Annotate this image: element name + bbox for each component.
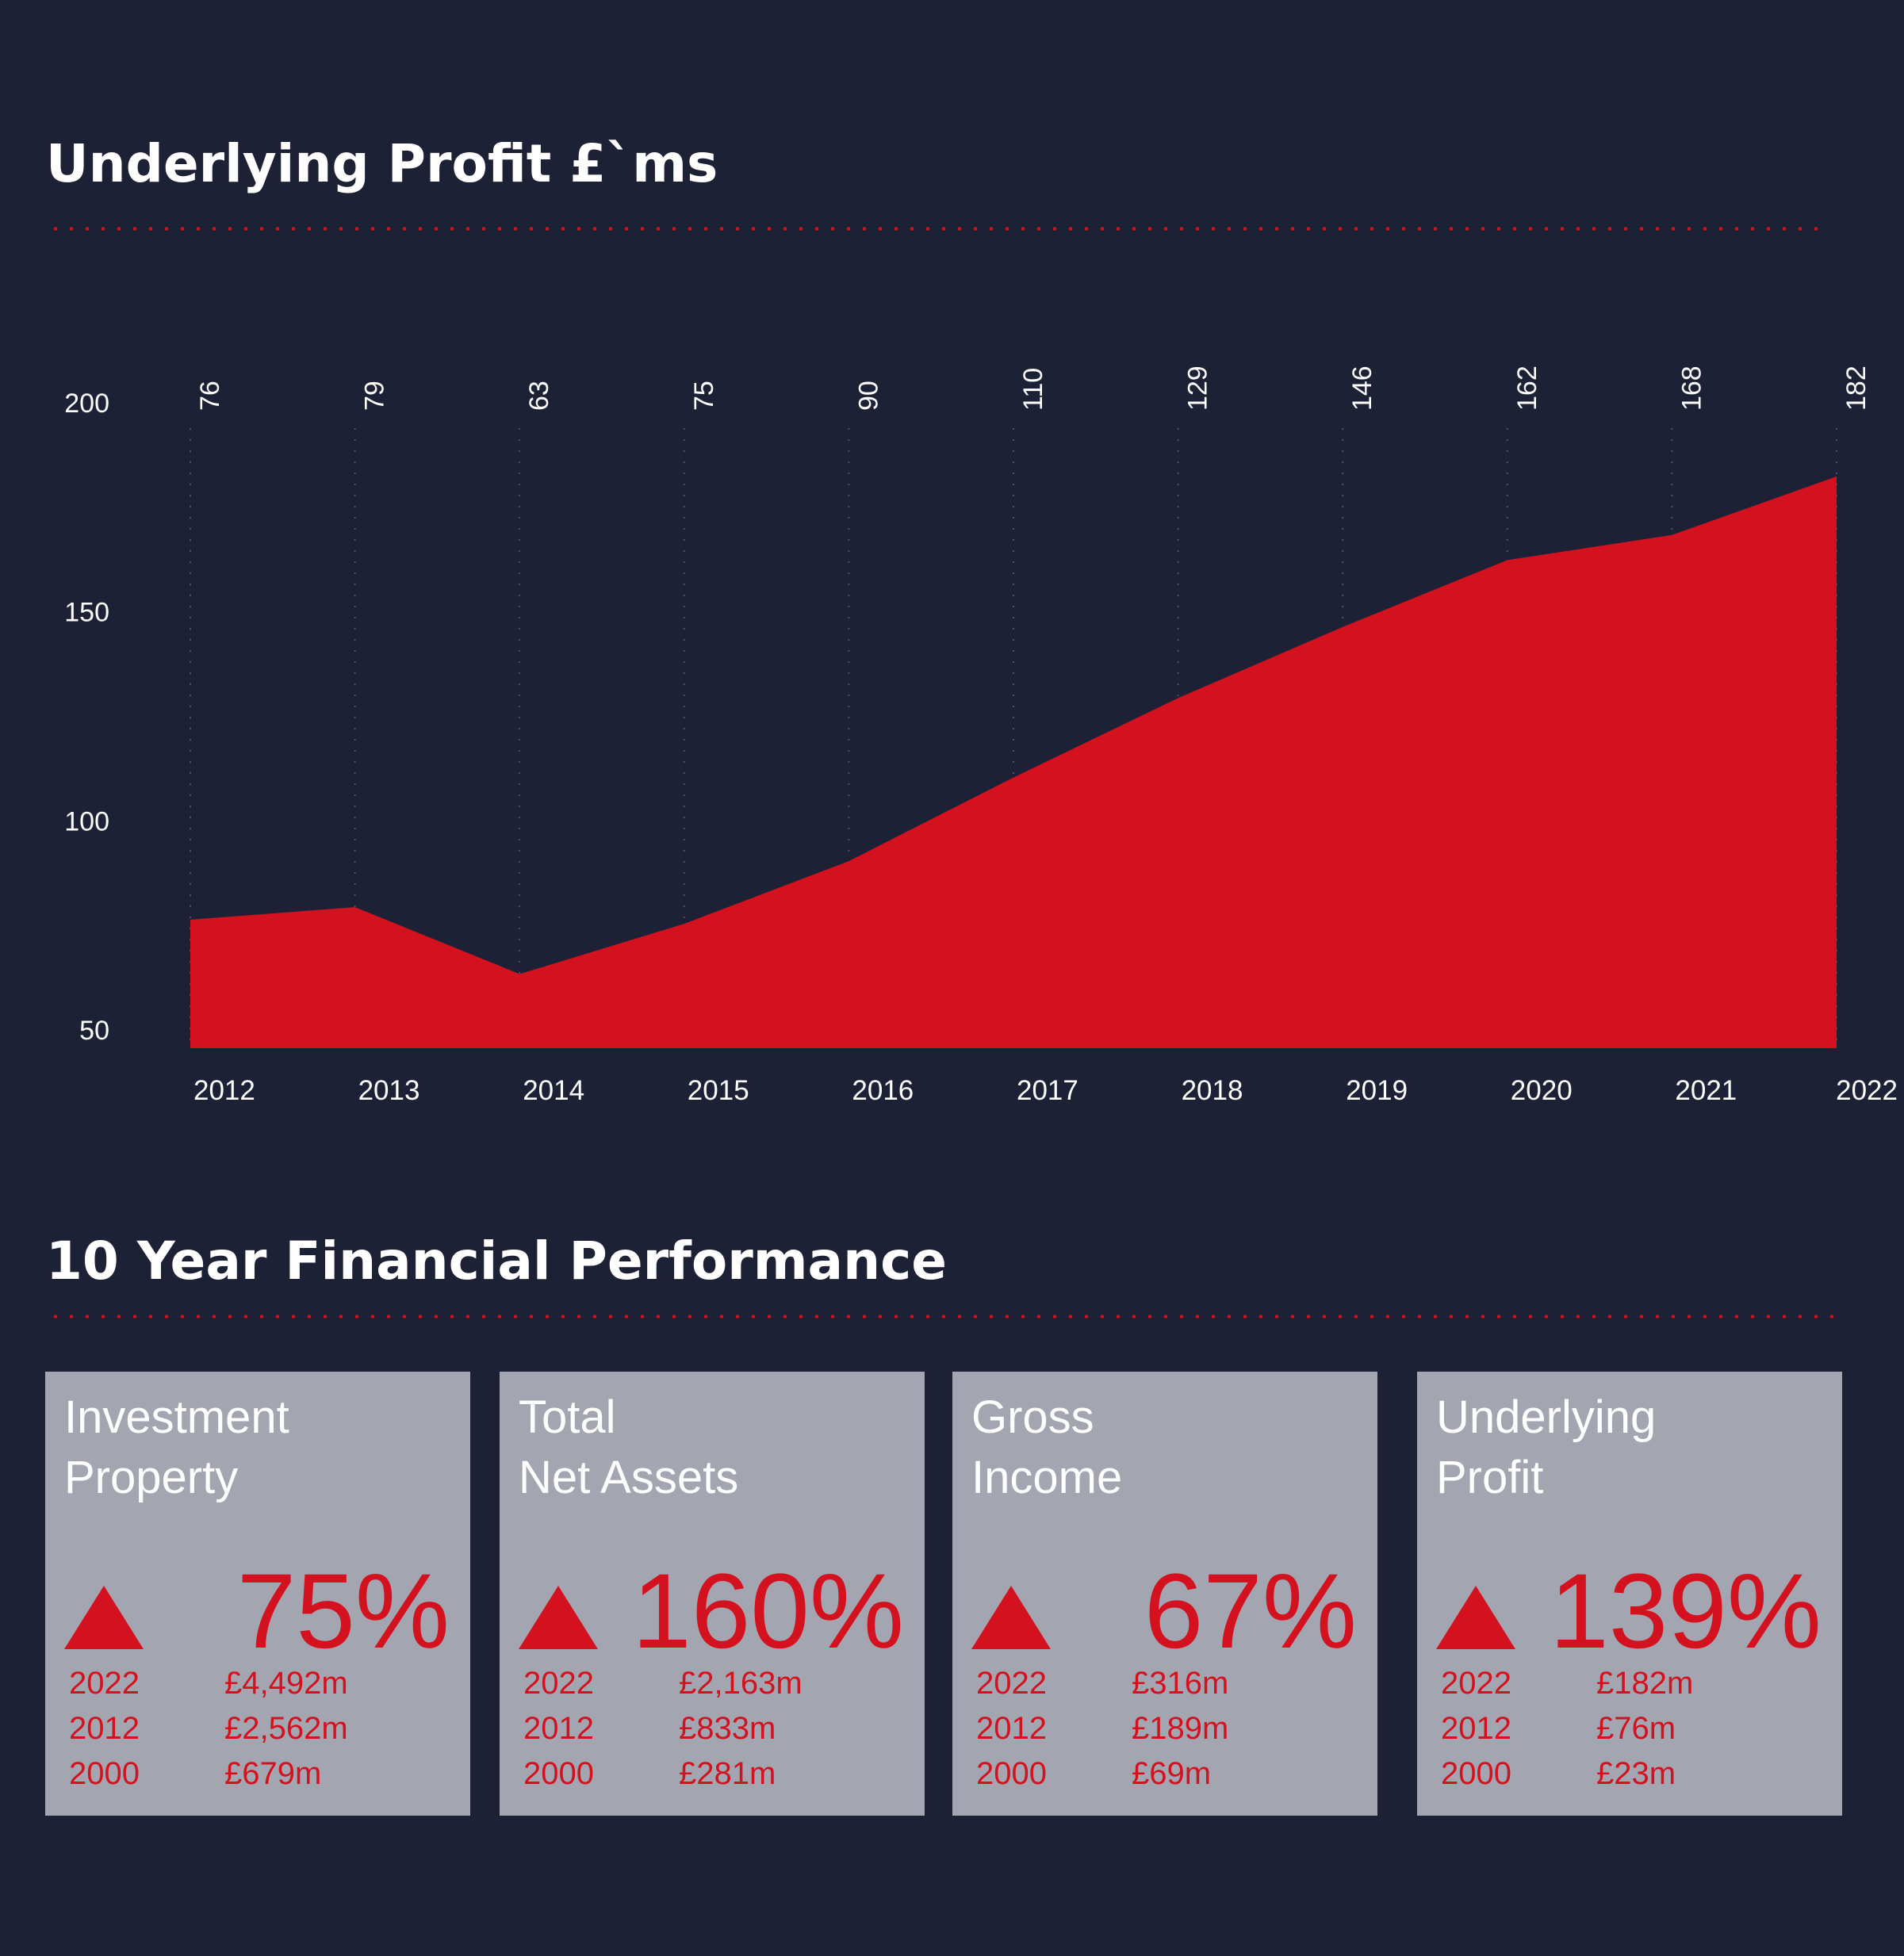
kpi-card-total-net-assets: Total Net Assets 160% 2022 £2,163m 2012 £8… bbox=[500, 1372, 925, 1816]
y-axis-ticks: 200 150 100 50 bbox=[64, 389, 109, 1046]
y-tick-label: 50 bbox=[79, 1016, 109, 1046]
kpi-row: 2000 £679m bbox=[69, 1756, 322, 1791]
kpi-row: 2012 £189m bbox=[976, 1711, 1229, 1746]
y-tick-label: 100 bbox=[64, 806, 109, 836]
title-divider bbox=[48, 227, 1824, 231]
x-tick-label: 2020 bbox=[1511, 1075, 1573, 1106]
underlying-profit-chart: 200 150 100 50 2012 2013 2014 2015 2016 2017 2018… bbox=[64, 366, 1898, 1106]
kpi-change: 139% bbox=[1550, 1552, 1822, 1671]
kpi-change: 160% bbox=[632, 1552, 904, 1671]
up-triangle-icon bbox=[1436, 1586, 1515, 1649]
kpi-title: Gross Income bbox=[971, 1391, 1123, 1503]
kpi-rows: 2022 £316m 2012 £189m 2000 £69m bbox=[976, 1661, 1228, 1797]
x-tick-label: 2012 bbox=[193, 1075, 255, 1106]
data-label: 182 bbox=[1841, 366, 1871, 411]
kpi-row: 2012 £2,562m bbox=[69, 1711, 348, 1746]
performance-title: 10 Year Financial Performance bbox=[46, 1231, 947, 1292]
up-triangle-icon bbox=[971, 1586, 1051, 1649]
kpi-row: 2022 £4,492m bbox=[69, 1666, 348, 1701]
up-triangle-icon bbox=[519, 1586, 598, 1649]
kpi-card-underlying-profit: Underlying Profit 139% 2022 £182m 2012 £76… bbox=[1417, 1372, 1842, 1816]
data-label: 76 bbox=[195, 381, 225, 411]
x-tick-label: 2013 bbox=[358, 1075, 420, 1106]
kpi-row: 2000 £69m bbox=[976, 1756, 1212, 1791]
data-labels: 76 79 63 75 90 110 129 146 162 168 182 bbox=[195, 366, 1871, 411]
kpi-row: 2022 £2,163m bbox=[523, 1666, 803, 1701]
kpi-rows: 2022 £182m 2012 £76m 2000 £23m bbox=[1441, 1661, 1693, 1797]
kpi-change: 75% bbox=[236, 1552, 450, 1671]
y-tick-label: 150 bbox=[64, 598, 109, 628]
x-axis-ticks: 2012 2013 2014 2015 2016 2017 2018 2019 2020 2021… bbox=[193, 1075, 1898, 1106]
performance-divider bbox=[48, 1315, 1845, 1319]
kpi-row: 2022 £316m bbox=[976, 1666, 1229, 1701]
kpi-row: 2000 £281m bbox=[523, 1756, 776, 1791]
x-tick-label: 2014 bbox=[523, 1075, 584, 1106]
kpi-change: 67% bbox=[1144, 1552, 1357, 1671]
profit-area bbox=[190, 476, 1837, 1048]
data-label: 168 bbox=[1676, 366, 1707, 411]
x-tick-label: 2021 bbox=[1675, 1075, 1737, 1106]
kpi-rows: 2022 £2,163m 2012 £833m 2000 £281m bbox=[523, 1661, 803, 1797]
kpi-title: Total Net Assets bbox=[519, 1391, 739, 1503]
data-label: 79 bbox=[360, 381, 390, 411]
data-label: 90 bbox=[853, 381, 883, 411]
chart-title: Underlying Profit £`ms bbox=[46, 133, 718, 194]
x-tick-label: 2022 bbox=[1836, 1075, 1898, 1106]
kpi-row: 2000 £23m bbox=[1441, 1756, 1676, 1791]
kpi-rows: 2022 £4,492m 2012 £2,562m 2000 £679m bbox=[69, 1661, 348, 1797]
kpi-title: Underlying Profit bbox=[1436, 1391, 1657, 1503]
data-label: 63 bbox=[524, 381, 554, 411]
data-label: 75 bbox=[689, 381, 719, 411]
data-label: 110 bbox=[1018, 368, 1048, 411]
x-tick-label: 2015 bbox=[688, 1075, 749, 1106]
kpi-row: 2012 £76m bbox=[1441, 1711, 1676, 1746]
kpi-card-investment-property: Investment Property 75% 2022 £4,492m 2012… bbox=[45, 1372, 470, 1816]
kpi-card-gross-income: Gross Income 67% 2022 £316m 2012 £189m 200… bbox=[952, 1372, 1377, 1816]
kpi-row: 2012 £833m bbox=[523, 1711, 776, 1746]
kpi-row: 2022 £182m bbox=[1441, 1666, 1694, 1701]
data-label: 129 bbox=[1183, 366, 1213, 411]
up-triangle-icon bbox=[64, 1586, 144, 1649]
x-tick-label: 2016 bbox=[852, 1075, 914, 1106]
x-tick-label: 2019 bbox=[1346, 1075, 1408, 1106]
x-tick-label: 2017 bbox=[1017, 1075, 1078, 1106]
x-tick-label: 2018 bbox=[1182, 1075, 1243, 1106]
data-label: 162 bbox=[1512, 366, 1542, 411]
y-tick-label: 200 bbox=[64, 389, 109, 419]
data-label: 146 bbox=[1347, 366, 1377, 411]
kpi-title: Investment Property bbox=[64, 1391, 289, 1503]
